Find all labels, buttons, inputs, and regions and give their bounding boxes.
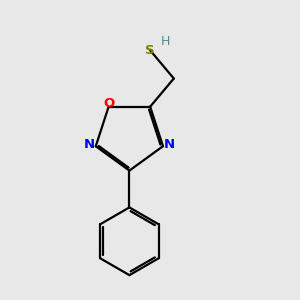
Text: S: S [145, 44, 155, 57]
Text: H: H [161, 35, 170, 48]
Text: N: N [84, 138, 95, 151]
Text: N: N [164, 138, 175, 151]
Text: O: O [103, 97, 114, 110]
